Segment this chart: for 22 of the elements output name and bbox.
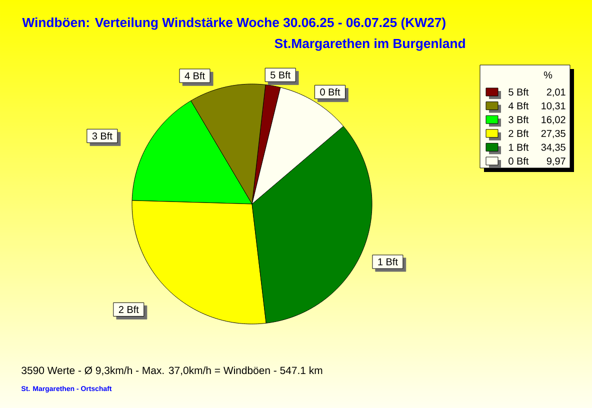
legend-label: 0 Bft	[508, 157, 529, 165]
slice-label: 1 Bft	[378, 258, 398, 266]
slice-label: 3 Bft	[92, 132, 112, 140]
data-label: 10,31	[542, 102, 566, 111]
data-label: 2,01	[546, 88, 566, 97]
text: 3590 Werte - Ø 9,3km/h - Max. 37,0km/h = Windböen - 547.1 km	[22, 366, 322, 376]
legend-label: 4 Bft	[508, 102, 529, 110]
legend-title: %	[544, 72, 552, 78]
legend-label: 3 Bft	[508, 116, 529, 124]
slice-label: 2 Bft	[118, 306, 139, 314]
legend-label: 2 Bft	[508, 130, 529, 137]
chart-subtitle: St.Margarethen im Burgenland	[274, 38, 465, 51]
slice-label: 5 Bft	[270, 71, 291, 79]
slice-label: 4 Bft	[184, 72, 205, 80]
data-label: 16,02	[542, 116, 566, 124]
data-label: 9,97	[546, 158, 566, 166]
chart-title: Windböen: Verteilung Windstärke Woche 30.06.25 - 06.07.25 (KW27)	[22, 17, 446, 30]
data-label: 27,35	[541, 130, 566, 138]
data-label: 34,35	[541, 144, 566, 152]
slice-label: 0 Bft	[320, 88, 340, 96]
legend-label: 1 Bft	[508, 143, 529, 151]
legend-label: 5 Bft	[508, 88, 529, 96]
